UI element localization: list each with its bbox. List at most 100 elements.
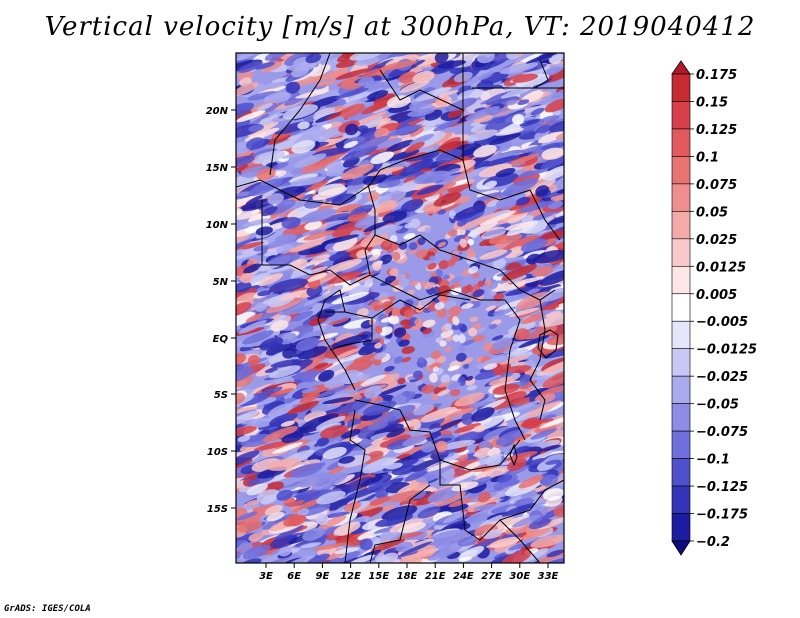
field-cell [420,406,458,423]
colorbar-label: −0.025 [696,370,748,385]
field-cell [236,311,255,328]
field-cell [540,384,564,395]
field-cell [432,366,439,373]
field-cell [394,327,407,338]
field-cell [253,440,292,451]
field-cell [410,458,446,472]
field-cell [358,76,375,87]
field-cell [473,465,511,482]
border-line [529,299,546,421]
field-cell [530,428,558,440]
field-cell [417,506,441,519]
field-cell [540,142,564,151]
field-cell [545,459,561,465]
field-cell [317,515,347,530]
field-cell [316,339,335,348]
field-cell [297,472,333,488]
field-cell [508,321,536,334]
field-cell [246,483,268,496]
field-cell [236,392,245,405]
field-cell [514,400,541,411]
field-cell [236,302,252,316]
field-cell [270,320,289,332]
longitude-axis: 3E 6E 9E 12E 15E 18E 21E 24E 27E 30E 33E [259,563,559,582]
field-cell [343,501,362,512]
field-cell [367,166,404,177]
field-cell [370,58,395,71]
lat-label: 5N [213,277,229,288]
field-cell [303,230,335,241]
field-cell [482,155,521,167]
field-cell [513,328,530,341]
field-cell [337,398,372,415]
field-cell [520,489,537,499]
field-cell [401,356,412,363]
field-cell [467,239,475,246]
field-cell [247,121,279,137]
field-cell [236,511,258,521]
field-cell [438,381,451,388]
field-cell [482,228,506,237]
field-cell [501,177,539,197]
field-cell [256,386,283,398]
colorbar-label: −0.2 [696,535,730,550]
field-cell [363,219,393,233]
field-cell [420,441,437,453]
field-cell [305,53,322,64]
colorbar-label: 0.125 [696,123,737,138]
field-cell [509,307,540,318]
field-cell [417,545,437,558]
field-cell [313,332,339,341]
field-cell [542,347,564,359]
field-cell [264,504,283,516]
field-cell [520,380,538,390]
field-cell [427,486,461,503]
field-cell [488,233,523,245]
colorbar-label: 0.005 [696,288,737,303]
field-cell [457,88,485,101]
colorbar-segment [671,211,691,240]
lat-label: EQ [213,334,229,345]
field-cell [547,213,564,225]
field-cell [436,149,463,163]
field-cell [297,121,310,130]
field-cell [398,179,420,192]
field-cell [453,423,482,434]
border-line [379,69,464,111]
field-cell [329,284,344,293]
field-cell [463,512,489,525]
field-cell [515,73,550,88]
country-borders [236,53,564,563]
field-cell [391,251,401,261]
field-cell [288,514,307,527]
field-cell [373,304,382,311]
field-cell [322,213,352,222]
field-cell [528,518,552,530]
colorbar: 0.175 0.15 0.125 0.1 0.075 0.05 0.025 0.0125 0.0… [671,60,757,556]
field-cell [288,173,319,183]
field-cell [442,274,450,280]
field-cell [360,232,389,248]
field-cell [466,375,474,381]
field-cell [299,415,331,434]
field-cell [281,216,301,229]
lon-label: 15E [368,571,389,582]
border-line [371,294,471,319]
field-cell [236,288,258,304]
field-cell [267,193,284,205]
field-cell [362,374,395,389]
field-cell [290,463,323,478]
field-cell [248,532,264,542]
field-cell [419,427,442,436]
field-cell [241,418,258,425]
field-cell [515,196,531,206]
field-cell [238,320,267,334]
field-cell [240,272,253,284]
field-cell [435,440,448,453]
field-cell [546,323,564,337]
field-cell [359,538,373,551]
field-cell [297,244,333,256]
field-cell [350,204,374,215]
field-cell [259,337,284,351]
field-cell [413,370,423,379]
